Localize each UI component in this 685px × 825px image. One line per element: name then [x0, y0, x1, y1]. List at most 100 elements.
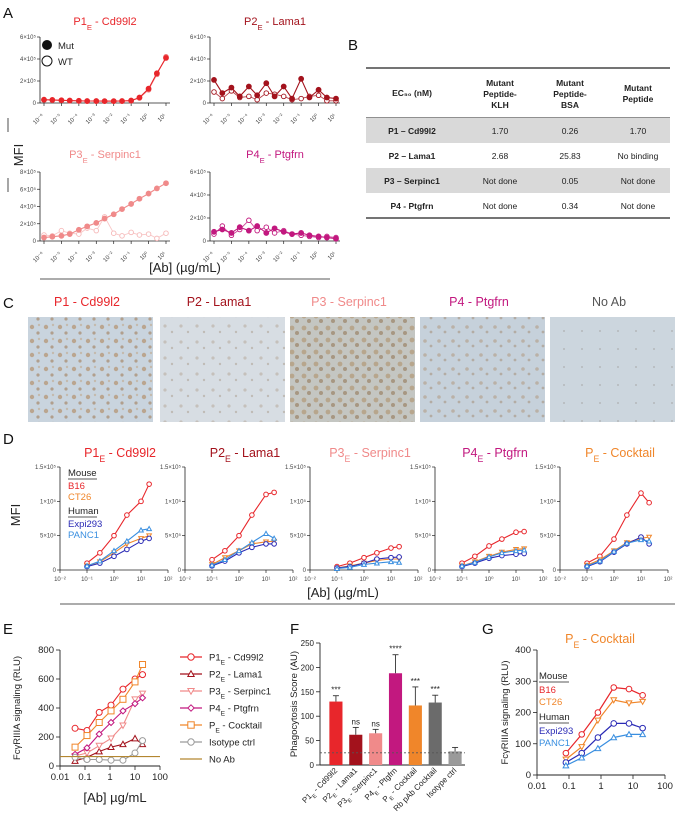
data-point-panc1 — [360, 561, 368, 567]
panel-d-chart-4: P4E - Ptgfrn 0 5×10⁵ 1×10⁵ 1.5×10⁵ 10⁻² 10⁻¹ 10… — [410, 446, 547, 583]
data-point — [119, 707, 127, 715]
data-point-panc1 — [596, 557, 604, 564]
x-tick-label: 10⁻¹ — [120, 113, 133, 126]
table-cell: P3 – Serpinc1 — [384, 176, 440, 186]
panel-d-title: P1E - Cd99l2 — [84, 446, 156, 464]
table-row-shade — [366, 118, 670, 143]
data-point-wt — [315, 92, 322, 99]
data-point-mut — [163, 180, 169, 187]
data-point — [95, 730, 103, 738]
table-cell: Not done — [483, 176, 518, 186]
y-tick-label: 1.5×10⁵ — [410, 464, 432, 471]
data-point-mut — [271, 93, 278, 100]
data-point-ct26 — [638, 698, 647, 706]
data-point-b16 — [209, 556, 215, 563]
x-tick-label: 10⁻³ — [85, 113, 98, 126]
x-tick-label: 10⁻² — [273, 251, 286, 264]
data-point-mut — [41, 96, 47, 103]
table-header-ec50: EC₅₀ (nM) — [392, 88, 432, 98]
panel-c-label-p2: P2 - Lama1 — [187, 295, 252, 309]
legend-label-ct26: CT26 — [539, 697, 562, 708]
data-point — [131, 699, 139, 708]
y-tick-label: 600 — [38, 674, 54, 685]
y-tick-label: 1×10⁵ — [165, 498, 182, 505]
panel-a: MFI [Ab] (µg/mL) Mut WT — [7, 40, 330, 280]
data-point-mut — [315, 86, 322, 93]
panel-a-title: P2E - Lama1 — [244, 16, 306, 32]
data-point-mut — [323, 94, 330, 101]
data-point-b16 — [486, 543, 492, 549]
legend-label-panc1: PANC1 — [68, 530, 99, 541]
x-tick-label: 10⁻³ — [255, 251, 268, 264]
data-point-mut — [333, 235, 339, 242]
panel-e-xlabel: [Ab] µg/mL — [83, 790, 146, 805]
data-point-mut — [219, 226, 226, 233]
data-point-mut — [219, 90, 226, 96]
data-point-wt — [298, 95, 304, 102]
panel-g-title: PE - Cocktail — [565, 632, 635, 650]
panel-c: P1 - Cd99l2 P2 - Lama1 P3 - Serpinc1 P4 … — [28, 295, 675, 422]
x-tick-label: 1 — [107, 772, 112, 783]
data-point-mut — [110, 211, 117, 218]
data-point-panc1 — [583, 562, 591, 569]
x-tick-label: 10¹ — [327, 251, 337, 261]
series-line-panc1 — [586, 539, 650, 567]
legend-label: P2E - Lama1 — [209, 670, 263, 684]
significance-label: *** — [411, 677, 420, 686]
x-tick-label: 10⁰ — [234, 576, 244, 583]
data-point — [71, 753, 79, 761]
panel-letter-a: A — [3, 5, 13, 22]
panel-d-title: P3E - Serpinc1 — [329, 446, 411, 464]
data-point — [131, 696, 139, 704]
panel-d-xlabel: [Ab] (µg/mL) — [307, 585, 379, 600]
x-tick-label: 0.01 — [528, 781, 547, 792]
data-point-panc1 — [221, 556, 229, 563]
significance-label: *** — [431, 685, 440, 694]
data-point-mut — [49, 97, 56, 103]
bar — [448, 751, 462, 765]
data-point-expi293 — [138, 538, 144, 544]
x-tick-label: 0.1 — [78, 772, 91, 783]
y-tick-label: 5×10⁵ — [165, 533, 182, 540]
data-point-mut — [315, 233, 322, 240]
legend-label-panc1: PANC1 — [539, 738, 570, 749]
significance-label: *** — [331, 686, 340, 695]
data-point-b16 — [638, 490, 644, 496]
data-point-mut — [110, 98, 117, 105]
data-point — [107, 707, 115, 715]
data-point-mut — [333, 95, 339, 102]
y-tick-label: 4×10⁵ — [20, 204, 37, 211]
x-tick-label: 10¹ — [637, 577, 646, 583]
y-tick-label: 0 — [203, 101, 207, 107]
panel-a-title: P3E - Serpinc1 — [69, 149, 141, 165]
data-point-b16 — [578, 731, 586, 738]
data-point-mut — [136, 195, 143, 202]
y-tick-label: 400 — [515, 645, 531, 656]
series-line-ct26 — [565, 699, 643, 760]
data-point-wt — [58, 227, 65, 234]
data-point — [71, 724, 79, 732]
y-tick-label: 0 — [428, 568, 432, 574]
data-point — [139, 737, 147, 745]
x-tick-label: 10⁻¹ — [206, 577, 218, 583]
panel-d-title: P2E - Lama1 — [210, 446, 281, 464]
significance-label: **** — [389, 645, 401, 654]
data-point-mut — [58, 97, 65, 104]
data-point-wt — [136, 232, 143, 238]
data-point — [131, 678, 139, 686]
x-tick-label: 10⁰ — [309, 250, 321, 262]
data-point-panc1 — [248, 539, 256, 545]
x-tick-label: 10⁰ — [139, 112, 151, 124]
legend-label-b16: B16 — [539, 685, 556, 696]
x-tick-label: 10⁻² — [103, 251, 116, 264]
data-point-mut — [163, 55, 169, 61]
data-point — [119, 756, 127, 764]
x-tick-label: 10² — [539, 577, 548, 583]
data-point-mut — [101, 215, 108, 222]
data-point-b16 — [513, 529, 519, 536]
panel-d-chart-5: PE - Cocktail 0 5×10⁵ 1×10⁵ 1.5×10⁵ 10⁻² 10⁻¹ 1… — [535, 446, 672, 583]
x-tick-label: 10⁻² — [304, 577, 316, 583]
table-header-peptide: Mutant Peptide — [623, 83, 654, 104]
panel-g-ylabel: FcγRIIIA signaling (RLU) — [500, 660, 511, 764]
panel-a-xlabel: [Ab] (µg/mL) — [149, 260, 221, 275]
